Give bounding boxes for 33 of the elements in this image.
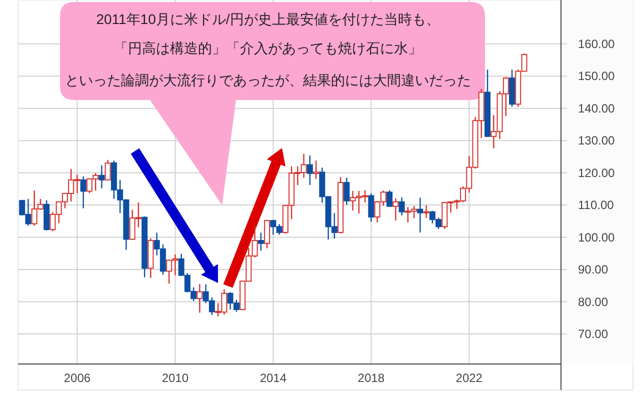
y-tick-label: 160.00 bbox=[578, 36, 616, 51]
candlestick bbox=[417, 197, 424, 234]
candlestick bbox=[398, 196, 405, 216]
x-tick-label: 2010 bbox=[162, 371, 189, 385]
y-tick-label: 130.00 bbox=[578, 134, 616, 148]
x-tick-label: 2022 bbox=[456, 371, 483, 385]
y-tick-label: 150.00 bbox=[578, 69, 616, 84]
candlestick bbox=[423, 204, 430, 219]
annotation: 2011年10月に米ドル/円が史上最安値を付けた当時も、 bbox=[96, 11, 440, 27]
y-tick-label: 140.00 bbox=[578, 101, 616, 116]
y-tick-label: 70.00 bbox=[578, 327, 608, 342]
y-tick-label: 120.00 bbox=[578, 166, 616, 180]
annotation: 「円高は構造的」「介入があっても焼け石に水」 bbox=[114, 40, 422, 56]
annotation: といった論調が大流行りであったが、結果的には大間違いだった bbox=[65, 72, 471, 88]
candlestick bbox=[368, 192, 374, 222]
y-tick-label: 110.00 bbox=[578, 198, 614, 212]
x-tick-label: 2014 bbox=[260, 371, 287, 385]
y-tick-label: 100.00 bbox=[578, 230, 616, 244]
candlestick bbox=[344, 177, 350, 206]
candlestick bbox=[258, 232, 264, 252]
x-tick-label: 2018 bbox=[358, 371, 385, 385]
candlestick bbox=[98, 164, 105, 189]
candlestick bbox=[80, 176, 86, 209]
candlestick bbox=[196, 283, 203, 314]
candlestick bbox=[313, 160, 320, 180]
x-tick-label: 2006 bbox=[64, 371, 91, 385]
candlestick bbox=[264, 219, 270, 249]
candlestick bbox=[386, 190, 393, 208]
candlestick bbox=[306, 154, 313, 186]
candlestick bbox=[104, 159, 111, 182]
y-tick-label: 90.00 bbox=[578, 262, 608, 277]
candlestick bbox=[392, 198, 399, 222]
y-tick-label: 80.00 bbox=[578, 294, 608, 309]
